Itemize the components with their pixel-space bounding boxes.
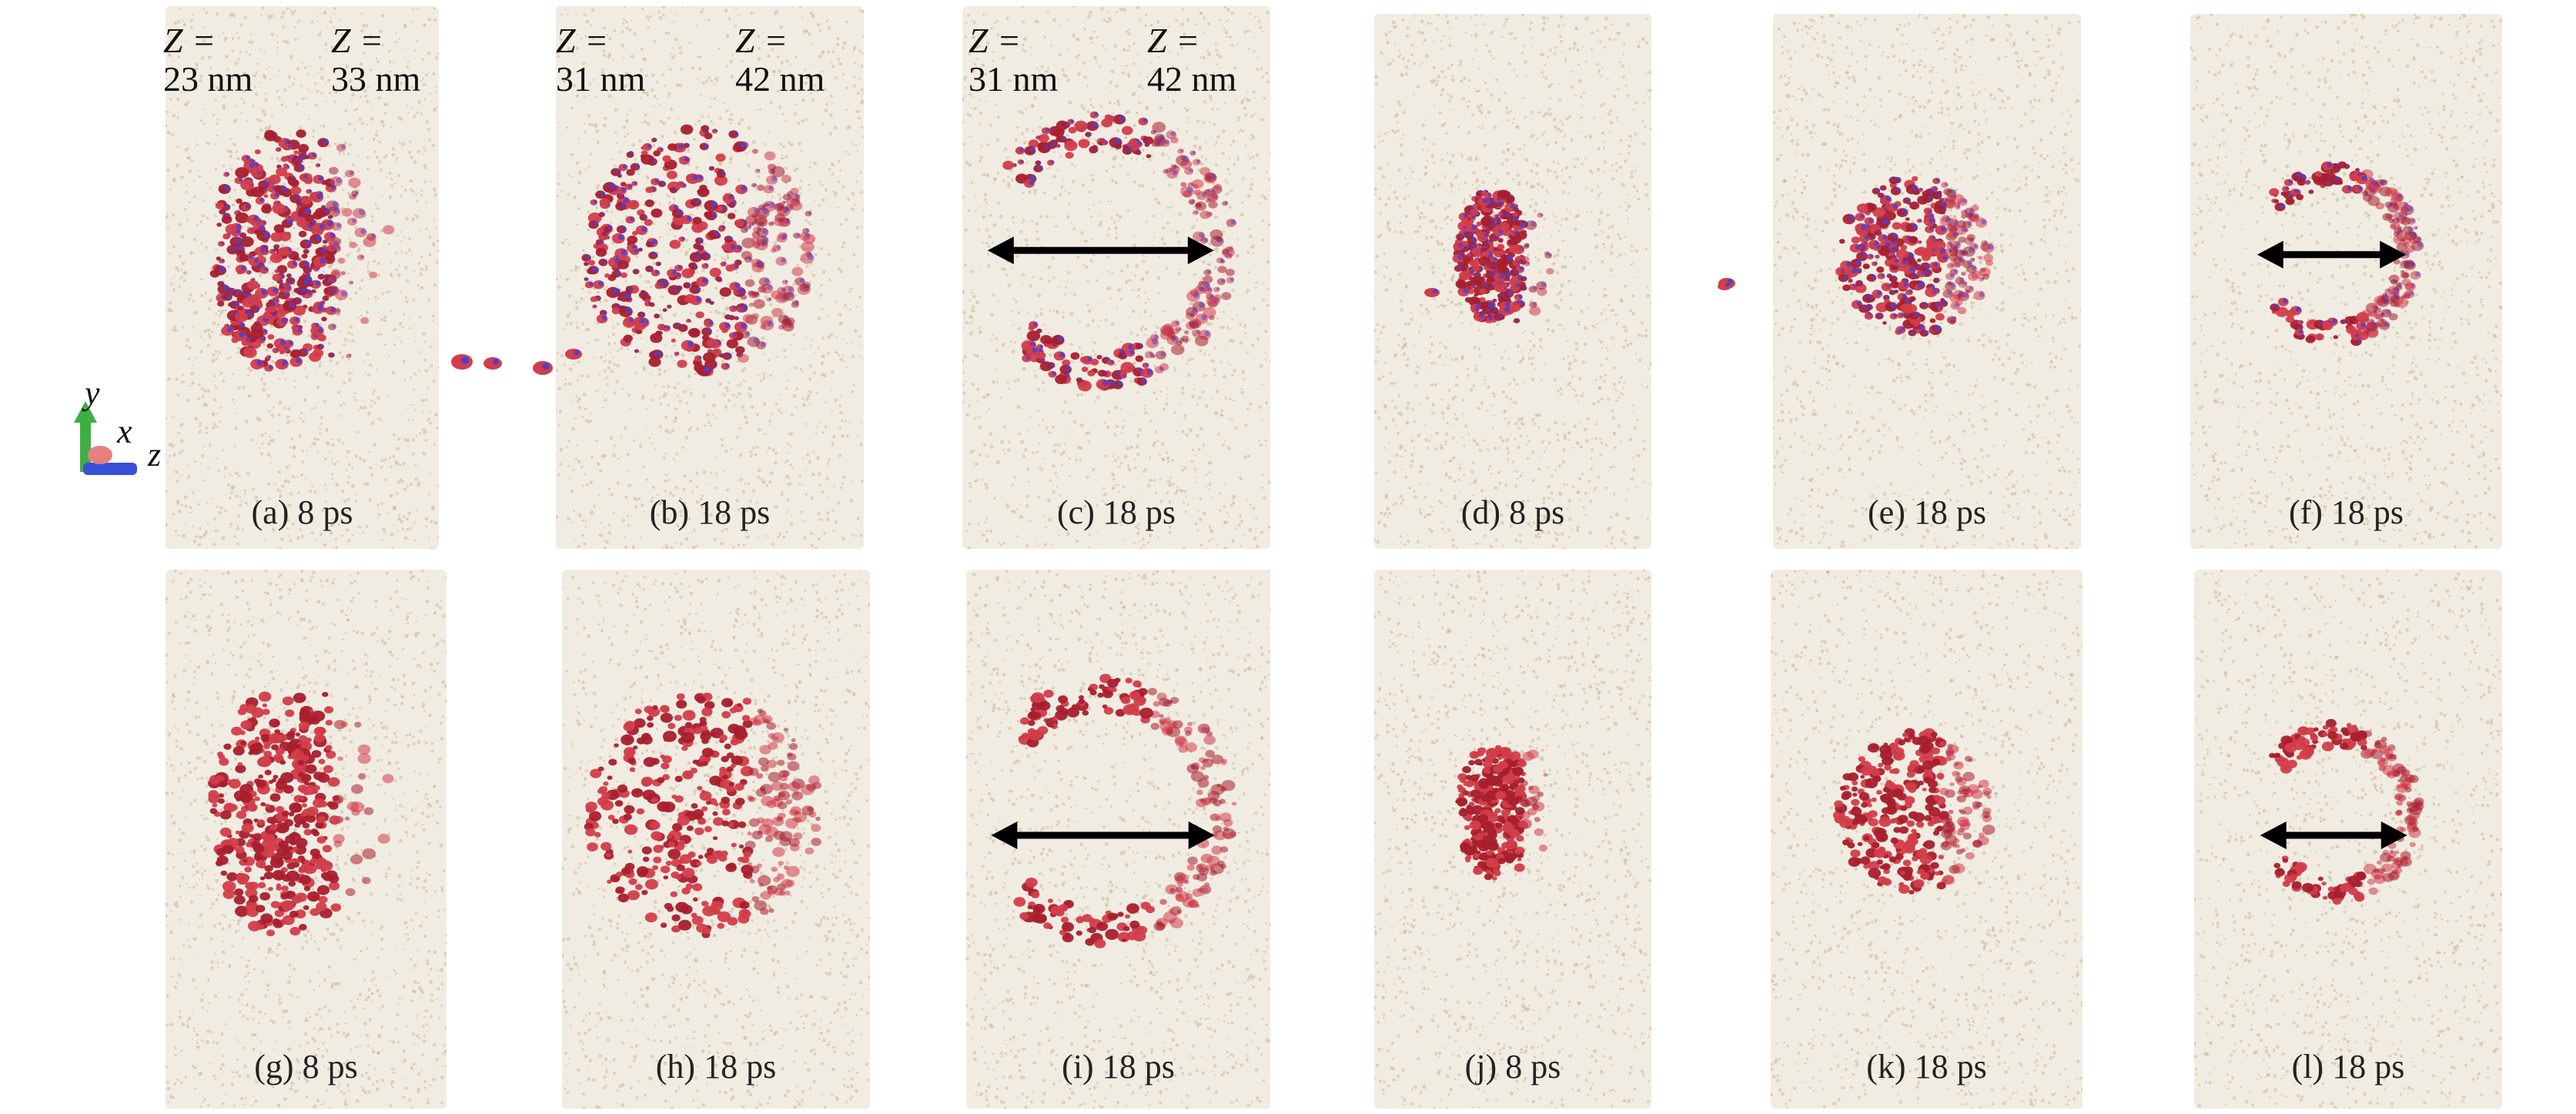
sand-background <box>2190 14 2502 549</box>
z-label-value: 42 nm <box>735 59 825 99</box>
z-label-value: 23 nm <box>163 59 253 99</box>
panel-j-render <box>1374 570 1651 1109</box>
panel-l: (l) 18 ps <box>2194 570 2502 1109</box>
solvent-dots <box>1374 14 1651 549</box>
panel-e-caption: (e) 18 ps <box>1773 493 2081 532</box>
panel-f-render <box>2190 14 2502 549</box>
panel-l-render <box>2194 570 2502 1109</box>
panel-h-render <box>562 570 870 1109</box>
y-axis-arrow-head <box>74 401 97 423</box>
panel-c-render <box>962 6 1270 549</box>
z-label-b-left: Z = 31 nm <box>556 22 645 99</box>
panel-k-caption: (k) 18 ps <box>1771 1047 2083 1086</box>
panel-i: (i) 18 ps <box>966 570 1270 1109</box>
z-label-b-right: Z = 42 nm <box>735 22 825 99</box>
nanoparticle-cloud <box>2269 161 2424 346</box>
panel-e-render <box>1773 14 2081 549</box>
nanoparticle-cloud <box>2269 718 2424 905</box>
z-label-value: 42 nm <box>1147 59 1236 99</box>
z-label-var: Z = <box>163 21 216 60</box>
z-axis-label: z <box>148 435 161 474</box>
panel-f-caption: (f) 18 ps <box>2190 493 2502 532</box>
panel-b-caption: (b) 18 ps <box>556 493 864 532</box>
z-label-a-right: Z = 33 nm <box>331 22 420 99</box>
panel-d: (d) 8 ps <box>1374 14 1651 549</box>
panel-a: (a) 8 ps <box>166 6 439 549</box>
panel-j: (j) 8 ps <box>1374 570 1651 1109</box>
z-label-c-left: Z = 31 nm <box>969 22 1058 99</box>
z-label-var: Z = <box>969 21 1021 60</box>
nanoparticle-cloud <box>1833 728 1996 895</box>
z-label-a-left: Z = 23 nm <box>163 22 253 99</box>
panel-a-caption: (a) 8 ps <box>166 493 439 532</box>
z-label-var: Z = <box>556 21 608 60</box>
y-axis-label: y <box>85 373 100 413</box>
diameter-arrow <box>991 821 1215 849</box>
panel-l-caption: (l) 18 ps <box>2194 1047 2502 1086</box>
sand-background <box>2194 570 2502 1109</box>
axes-triad: y x z <box>62 374 185 497</box>
nanoparticle-cloud <box>1835 176 1995 337</box>
panel-b: (b) 18 ps <box>556 6 864 549</box>
solvent-dots <box>962 6 1270 549</box>
z-label-var: Z = <box>1147 21 1199 60</box>
panel-k: (k) 18 ps <box>1771 570 2083 1109</box>
solvent-dots <box>966 570 1270 1109</box>
solvent-dots <box>2190 14 2502 549</box>
panel-b-render <box>556 6 864 549</box>
nanoparticle-cloud <box>581 124 816 376</box>
x-axis-label: x <box>117 412 132 451</box>
nanoparticle-cloud <box>1013 674 1237 948</box>
nanoparticle-cloud <box>208 691 394 937</box>
z-axis-arrow <box>83 463 137 475</box>
panel-i-caption: (i) 18 ps <box>966 1047 1270 1086</box>
panel-i-render <box>966 570 1270 1109</box>
solvent-dots <box>556 6 864 549</box>
diameter-arrow <box>2257 240 2407 269</box>
nanoparticle-cloud <box>1002 111 1236 392</box>
panel-c: (c) 18 ps <box>962 6 1270 549</box>
solvent-dots <box>166 570 447 1109</box>
panel-f: (f) 18 ps <box>2190 14 2502 549</box>
z-label-c-right: Z = 42 nm <box>1147 22 1236 99</box>
panel-g-render <box>166 570 447 1109</box>
sand-background <box>962 6 1270 549</box>
sand-background <box>1771 570 2083 1109</box>
nanoparticle-cloud <box>584 692 821 938</box>
panel-a-render <box>166 6 439 549</box>
panel-j-caption: (j) 8 ps <box>1374 1047 1651 1086</box>
z-label-value: 33 nm <box>331 59 420 99</box>
panel-e: (e) 18 ps <box>1773 14 2081 549</box>
panel-d-render <box>1374 14 1651 549</box>
diameter-arrow <box>987 236 1214 265</box>
z-label-value: 31 nm <box>969 59 1058 99</box>
nanoparticle-cloud <box>1455 744 1548 881</box>
diameter-arrow <box>2260 821 2407 849</box>
panel-g: (g) 8 ps <box>166 570 447 1109</box>
axes-triad-graphic <box>74 401 137 475</box>
nanoparticle-cloud <box>209 129 395 372</box>
solvent-dots <box>1773 14 2081 549</box>
z-label-var: Z = <box>735 21 788 60</box>
panel-d-caption: (d) 8 ps <box>1374 493 1651 532</box>
nanoparticle-cloud <box>1452 189 1554 323</box>
panel-k-render <box>1771 570 2083 1109</box>
z-label-value: 31 nm <box>556 59 645 99</box>
panel-h-caption: (h) 18 ps <box>562 1047 870 1086</box>
y-axis-arrow <box>80 418 91 472</box>
x-axis-arrow <box>88 446 112 464</box>
panel-c-caption: (c) 18 ps <box>962 493 1270 532</box>
panel-g-caption: (g) 8 ps <box>166 1047 447 1086</box>
z-label-var: Z = <box>331 21 383 60</box>
panel-h: (h) 18 ps <box>562 570 870 1109</box>
